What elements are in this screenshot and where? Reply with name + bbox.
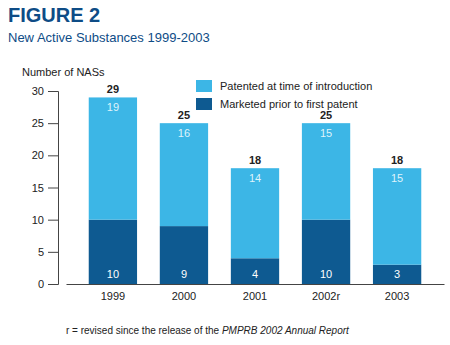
data-labels: 10 9 4 10 3 19 16 14 15 15 29 25 18 25 18 [107, 83, 403, 280]
total-label: 29 [107, 83, 119, 95]
y-tick-mark [48, 91, 58, 92]
data-label: 10 [320, 268, 332, 280]
bar-segment [373, 168, 421, 265]
y-tick: 30 [32, 85, 58, 97]
title: FIGURE 2 [8, 4, 100, 26]
y-tick: 0 [38, 278, 58, 290]
x-tick-label: 2003 [385, 290, 409, 302]
y-axis: 0 5 10 15 20 25 30 [32, 85, 59, 290]
x-tick: 2003 [385, 284, 409, 302]
x-axis: 1999 2000 2001 2002r 2003 [67, 284, 445, 302]
data-label: 14 [249, 172, 261, 184]
bar-segment [160, 123, 208, 226]
bar-segment [302, 220, 350, 284]
y-tick: 15 [32, 182, 58, 194]
x-tick-label: 2001 [243, 290, 267, 302]
footnote-part: PMPRB 2002 Annual Report [222, 325, 350, 336]
y-axis-title: Number of NASs [22, 66, 105, 78]
x-tick: 2001 [243, 284, 267, 302]
data-label: 9 [181, 268, 187, 280]
bar-segment [302, 123, 350, 219]
y-tick-mark [48, 252, 58, 253]
y-tick-mark [48, 155, 58, 156]
y-tick-label: 10 [32, 214, 44, 226]
y-tick-label: 25 [32, 117, 44, 129]
legend-swatch [196, 98, 212, 110]
y-tick-mark [48, 220, 58, 221]
x-tick: 2002r [312, 284, 340, 302]
legend-label: Marketed prior to first patent [220, 98, 358, 110]
y-tick-mark [48, 284, 58, 285]
x-axis-line [67, 284, 445, 285]
subtitle: New Active Substances 1999-2003 [8, 30, 210, 45]
y-tick-label: 20 [32, 149, 44, 161]
footnote-part: r = revised since the release of the [66, 325, 222, 336]
y-tick: 25 [32, 117, 58, 129]
y-axis-line [48, 92, 59, 285]
total-label: 25 [178, 109, 190, 121]
y-tick-mark [48, 188, 58, 189]
y-tick-label: 5 [38, 246, 44, 258]
total-label: 25 [320, 109, 332, 121]
data-label: 19 [107, 101, 119, 113]
x-tick: 1999 [101, 284, 125, 302]
y-tick: 10 [32, 214, 58, 226]
data-label: 4 [252, 268, 258, 280]
bar-segment [89, 220, 137, 284]
bar-segment [373, 265, 421, 284]
data-label: 15 [391, 172, 403, 184]
legend: Patented at time of introduction Marketed… [196, 80, 372, 110]
footnote: r = revised since the release of the PMP… [66, 325, 350, 336]
x-tick: 2000 [172, 284, 196, 302]
bar-segment [89, 97, 137, 219]
x-tick-label: 2002r [312, 290, 340, 302]
legend-label: Patented at time of introduction [220, 80, 372, 92]
legend-swatch [196, 80, 212, 92]
y-tick: 20 [32, 149, 58, 161]
bar-segment [231, 168, 279, 258]
data-label: 3 [394, 268, 400, 280]
y-tick-mark [48, 123, 58, 124]
bars [89, 97, 422, 284]
y-tick-label: 15 [32, 182, 44, 194]
data-label: 15 [320, 127, 332, 139]
y-tick-label: 30 [32, 85, 44, 97]
bar-segment [231, 258, 279, 284]
y-tick-label: 0 [38, 278, 44, 290]
bar-segment [160, 226, 208, 284]
y-tick: 5 [38, 246, 58, 258]
total-label: 18 [249, 154, 261, 166]
x-tick-label: 2000 [172, 290, 196, 302]
total-label: 18 [391, 154, 403, 166]
chart: FIGURE 2 New Active Substances 1999-2003 N… [0, 0, 450, 345]
data-label: 16 [178, 127, 190, 139]
x-tick-label: 1999 [101, 290, 125, 302]
data-label: 10 [107, 268, 119, 280]
